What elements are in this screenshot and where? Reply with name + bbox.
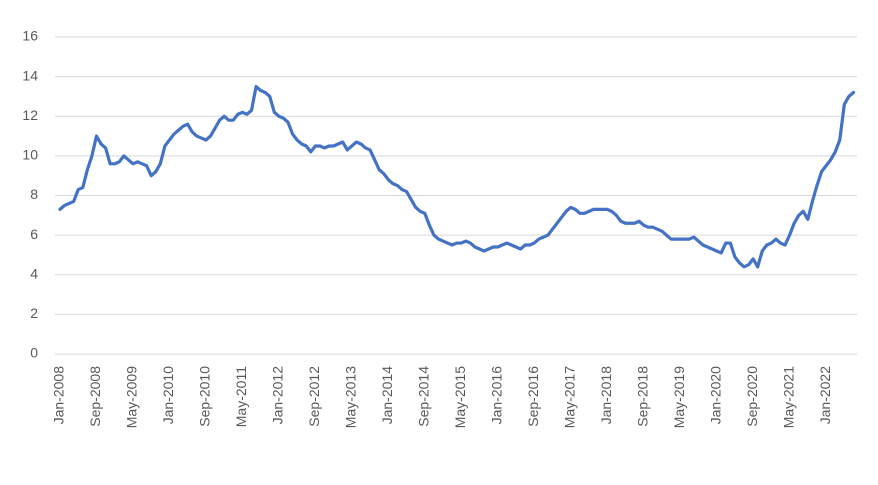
y-tick-label: 14	[22, 67, 38, 83]
x-tick-label: Jan-2020	[707, 366, 723, 425]
y-tick-label: 16	[22, 28, 38, 44]
x-tick-label: Sep-2010	[197, 366, 213, 427]
x-tick-label: May-2013	[343, 366, 359, 428]
y-tick-label: 0	[30, 345, 38, 361]
y-tick-label: 6	[30, 226, 38, 242]
x-tick-label: May-2019	[671, 366, 687, 428]
x-tick-label: Sep-2020	[744, 366, 760, 427]
x-tick-label: May-2009	[124, 366, 140, 428]
x-tick-label: May-2015	[452, 366, 468, 428]
y-tick-label: 4	[30, 265, 38, 281]
data-line	[58, 84, 856, 269]
x-tick-label: Sep-2012	[306, 366, 322, 427]
x-tick-label: Jan-2012	[270, 366, 286, 425]
x-tick-label: Jan-2022	[817, 366, 833, 425]
x-tick-label: Sep-2008	[87, 366, 103, 427]
x-tick-label: Jan-2014	[379, 366, 395, 425]
y-tick-label: 2	[30, 305, 38, 321]
x-tick-label: Jan-2018	[598, 366, 614, 425]
x-tick-label: May-2011	[233, 366, 249, 427]
x-tick-label: May-2017	[561, 366, 577, 428]
x-tick-label: Sep-2018	[634, 366, 650, 427]
x-tick-label: Jan-2010	[160, 366, 176, 425]
x-tick-label: Sep-2014	[416, 366, 432, 427]
x-tick-label: May-2021	[780, 366, 796, 428]
y-tick-label: 12	[22, 107, 38, 123]
x-tick-label: Jan-2016	[488, 366, 504, 425]
y-tick-label: 10	[22, 147, 38, 163]
x-tick-label: Sep-2016	[525, 366, 541, 427]
x-tick-label: Jan-2008	[51, 366, 67, 425]
y-tick-label: 8	[30, 186, 38, 202]
